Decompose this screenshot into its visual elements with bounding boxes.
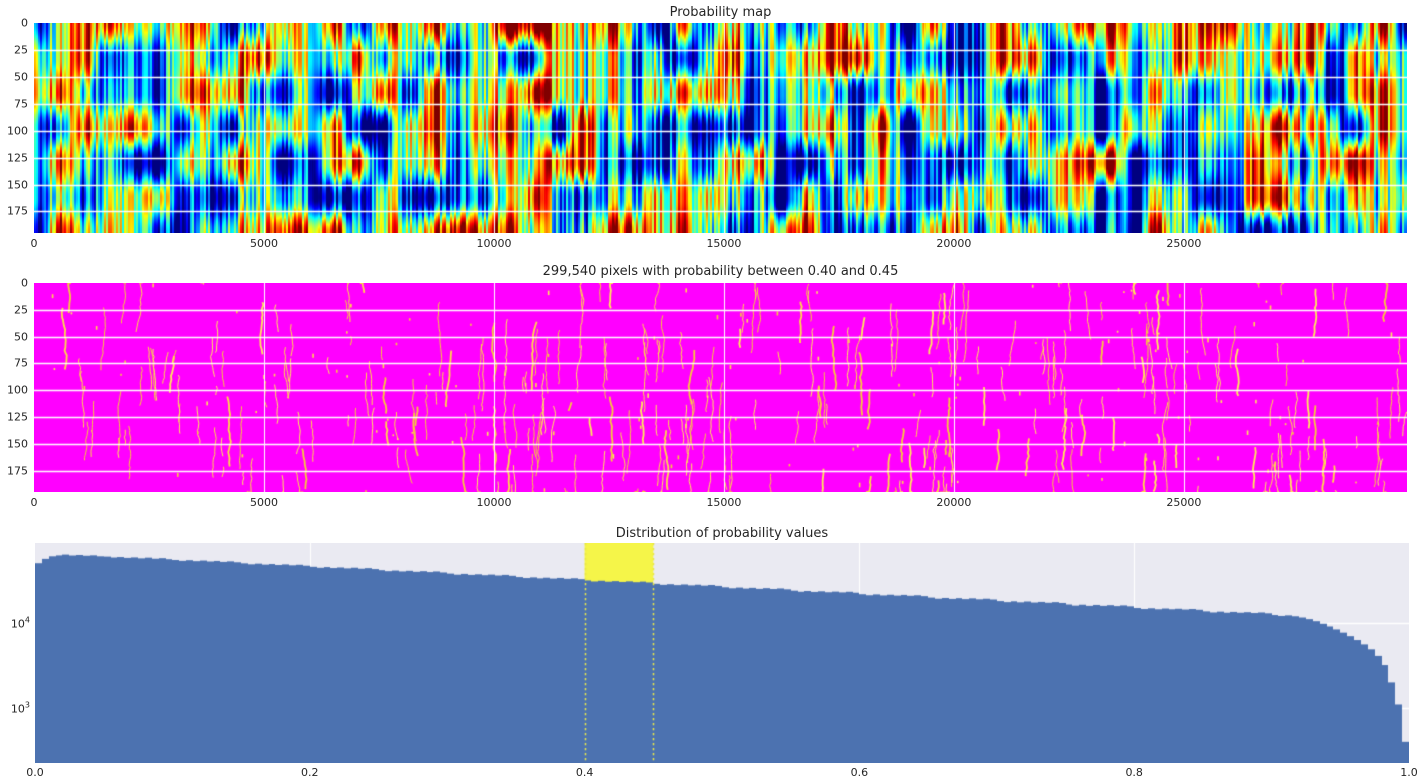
tick-label: 103 bbox=[10, 700, 30, 716]
tick-label: 100 bbox=[7, 383, 28, 397]
tick-label: 20000 bbox=[936, 496, 972, 509]
tick-label: 0 bbox=[30, 496, 38, 509]
tick-label: 0 bbox=[30, 237, 38, 250]
tick-label: 15000 bbox=[706, 496, 742, 509]
tick-label: 125 bbox=[7, 151, 28, 165]
tick-label: 0.8 bbox=[1125, 766, 1143, 779]
histogram-plot bbox=[35, 543, 1409, 763]
tick-label: 50 bbox=[14, 330, 28, 344]
tick-label: 5000 bbox=[249, 237, 278, 250]
histogram-title: Distribution of probability values bbox=[615, 526, 829, 541]
probability-map-heatmap bbox=[34, 23, 1407, 233]
tick-label: 150 bbox=[7, 437, 28, 451]
tick-label: 25 bbox=[14, 43, 28, 57]
tick-label: 125 bbox=[7, 410, 28, 424]
tick-label: 0.6 bbox=[850, 766, 869, 779]
tick-label: 15000 bbox=[706, 237, 742, 250]
tick-label: 100 bbox=[7, 124, 28, 138]
tick-label: 150 bbox=[7, 178, 28, 192]
probability-map-title: Probability map bbox=[669, 5, 772, 20]
tick-label: 0 bbox=[21, 16, 28, 30]
tick-label: 175 bbox=[7, 204, 28, 218]
tick-label: 75 bbox=[14, 356, 28, 370]
tick-label: 25000 bbox=[1166, 237, 1202, 250]
tick-label: 104 bbox=[10, 615, 30, 631]
threshold-mask-heatmap bbox=[34, 283, 1407, 492]
tick-label: 10000 bbox=[476, 237, 512, 250]
tick-label: 0 bbox=[21, 276, 28, 290]
tick-label: 25 bbox=[14, 303, 28, 317]
threshold-mask-title: 299,540 pixels with probability between … bbox=[542, 264, 899, 279]
tick-label: 75 bbox=[14, 97, 28, 111]
tick-label: 20000 bbox=[936, 237, 972, 250]
tick-label: 25000 bbox=[1166, 496, 1202, 509]
tick-label: 0.2 bbox=[301, 766, 319, 779]
tick-label: 0.4 bbox=[575, 766, 594, 779]
tick-label: 175 bbox=[7, 464, 28, 478]
tick-label: 10000 bbox=[476, 496, 512, 509]
tick-label: 1.0 bbox=[1400, 766, 1418, 779]
tick-label: 50 bbox=[14, 70, 28, 84]
tick-label: 5000 bbox=[249, 496, 278, 509]
tick-label: 0.0 bbox=[26, 766, 44, 779]
